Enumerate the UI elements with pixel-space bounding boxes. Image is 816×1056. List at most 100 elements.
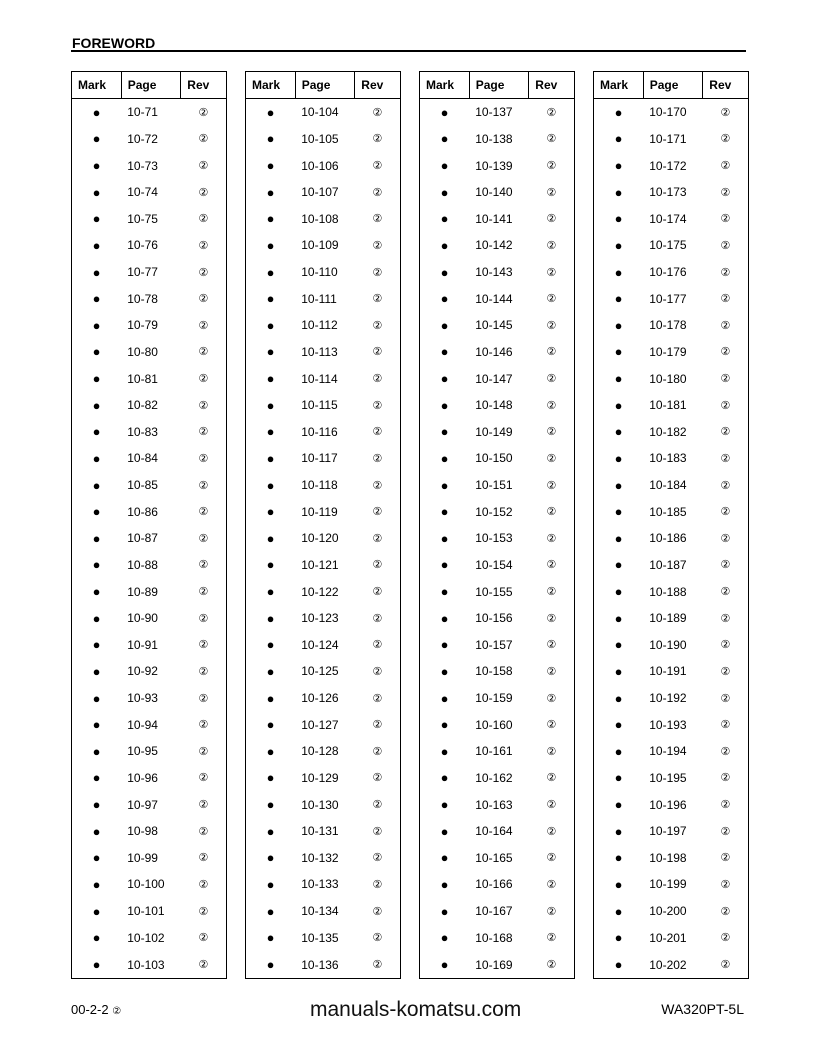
mark-bullet: ● — [266, 104, 275, 120]
table-row: ● 10-76 ② — [72, 232, 227, 259]
footer-model: WA320PT-5L — [661, 1001, 744, 1017]
table-row: ● 10-140 ② — [420, 179, 575, 206]
page-number: 10-199 — [649, 877, 687, 892]
rev-mark: ② — [720, 373, 731, 386]
mark-bullet: ● — [266, 424, 275, 440]
table-row: ● 10-112 ② — [246, 312, 401, 339]
page-number: 10-188 — [649, 584, 687, 599]
rev-mark: ② — [372, 772, 383, 785]
mark-bullet: ● — [92, 637, 101, 653]
table-row: ● 10-198 ② — [594, 845, 749, 872]
mark-bullet: ● — [440, 850, 449, 866]
table-row: ● 10-128 ② — [246, 738, 401, 765]
table-row: ● 10-158 ② — [420, 658, 575, 685]
table-row: ● 10-75 ② — [72, 206, 227, 233]
table-row: ● 10-180 ② — [594, 365, 749, 392]
mark-bullet: ● — [614, 397, 623, 413]
mark-bullet: ● — [440, 770, 449, 786]
page-number: 10-196 — [649, 797, 687, 812]
table-row: ● 10-105 ② — [246, 126, 401, 153]
mark-bullet: ● — [266, 371, 275, 387]
mark-bullet: ● — [266, 530, 275, 546]
page-number: 10-102 — [127, 930, 165, 945]
mark-bullet: ● — [440, 477, 449, 493]
mark-bullet: ● — [92, 717, 101, 733]
rev-mark: ② — [198, 319, 209, 332]
table-row: ● 10-93 ② — [72, 685, 227, 712]
table-row: ● 10-160 ② — [420, 711, 575, 738]
page-number: 10-101 — [127, 904, 165, 919]
page-number: 10-171 — [649, 131, 687, 146]
rev-mark: ② — [198, 160, 209, 173]
rev-mark: ② — [720, 825, 731, 838]
page-number: 10-149 — [475, 424, 513, 439]
page-number: 10-111 — [301, 291, 337, 306]
table-row: ● 10-142 ② — [420, 232, 575, 259]
rev-mark: ② — [198, 905, 209, 918]
rev-mark: ② — [198, 745, 209, 758]
page-number: 10-87 — [127, 531, 158, 546]
rev-mark: ② — [720, 532, 731, 545]
page-number: 10-100 — [127, 877, 165, 892]
rev-mark: ② — [546, 559, 557, 572]
table-row: ● 10-107 ② — [246, 179, 401, 206]
table-row: ● 10-120 ② — [246, 525, 401, 552]
table-row: ● 10-187 ② — [594, 552, 749, 579]
mark-bullet: ● — [266, 584, 275, 600]
page-number: 10-72 — [127, 131, 158, 146]
mark-bullet: ● — [440, 663, 449, 679]
rev-mark: ② — [546, 772, 557, 785]
page-number: 10-154 — [475, 557, 513, 572]
table-row: ● 10-127 ② — [246, 711, 401, 738]
table-row: ● 10-83 ② — [72, 419, 227, 446]
mark-bullet: ● — [440, 131, 449, 147]
mark-bullet: ● — [440, 957, 449, 973]
page-number: 10-120 — [301, 531, 339, 546]
mark-bullet: ● — [92, 770, 101, 786]
page-number: 10-151 — [475, 478, 513, 493]
rev-mark: ② — [198, 719, 209, 732]
mark-bullet: ● — [440, 717, 449, 733]
mark-bullet: ● — [92, 823, 101, 839]
watermark: manuals-komatsu.com — [310, 998, 522, 1021]
page-number: 10-117 — [301, 451, 338, 466]
rev-mark: ② — [372, 186, 383, 199]
rev-mark: ② — [372, 293, 383, 306]
page-number: 10-125 — [301, 664, 339, 679]
rev-mark: ② — [372, 479, 383, 492]
rev-mark: ② — [546, 266, 557, 279]
page-number: 10-110 — [301, 265, 338, 280]
page-number: 10-127 — [301, 717, 339, 732]
rev-mark: ② — [720, 452, 731, 465]
mark-bullet: ● — [614, 424, 623, 440]
rev-mark: ② — [372, 878, 383, 891]
table-row: ● 10-123 ② — [246, 605, 401, 632]
table-row: ● 10-166 ② — [420, 871, 575, 898]
mark-bullet: ● — [614, 131, 623, 147]
mark-bullet: ● — [614, 690, 623, 706]
mark-bullet: ● — [92, 104, 101, 120]
table-row: ● 10-98 ② — [72, 818, 227, 845]
table-row: ● 10-117 ② — [246, 445, 401, 472]
mark-bullet: ● — [266, 957, 275, 973]
rev-mark: ② — [372, 506, 383, 519]
rev-mark: ② — [546, 799, 557, 812]
rev-mark: ② — [546, 133, 557, 146]
rev-mark: ② — [720, 852, 731, 865]
table-row: ● 10-159 ② — [420, 685, 575, 712]
table-row: ● 10-110 ② — [246, 259, 401, 286]
mark-bullet: ● — [92, 264, 101, 280]
table-row: ● 10-106 ② — [246, 152, 401, 179]
table-row: ● 10-74 ② — [72, 179, 227, 206]
page-number: 10-200 — [649, 904, 687, 919]
table-row: ● 10-100 ② — [72, 871, 227, 898]
page-number: 10-179 — [649, 344, 687, 359]
rev-mark: ② — [198, 346, 209, 359]
table-row: ● 10-108 ② — [246, 206, 401, 233]
rev-mark: ② — [720, 586, 731, 599]
page-number: 10-170 — [649, 105, 687, 120]
mark-bullet: ● — [440, 344, 449, 360]
page-number: 10-95 — [127, 744, 158, 759]
table-row: ● 10-84 ② — [72, 445, 227, 472]
rev-mark: ② — [546, 452, 557, 465]
